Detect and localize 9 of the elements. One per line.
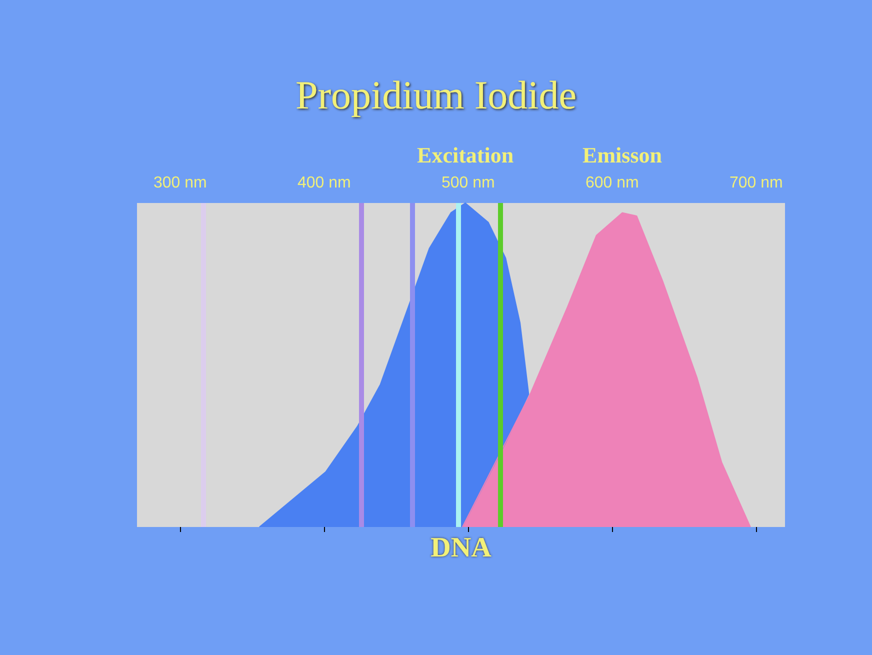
text: Emisson bbox=[582, 142, 662, 168]
x-tick-label: 500 nm bbox=[442, 174, 495, 192]
x-tick-label: 400 nm bbox=[298, 174, 351, 192]
x-tick-label: 300 nm bbox=[154, 174, 207, 192]
x-tick-label: 600 nm bbox=[586, 174, 639, 192]
x-tick-label: 700 nm bbox=[730, 174, 783, 192]
text: Excitation bbox=[417, 142, 514, 168]
x-axis-title: DNA bbox=[430, 532, 492, 564]
chart-title: Propidium Iodide bbox=[295, 72, 577, 118]
